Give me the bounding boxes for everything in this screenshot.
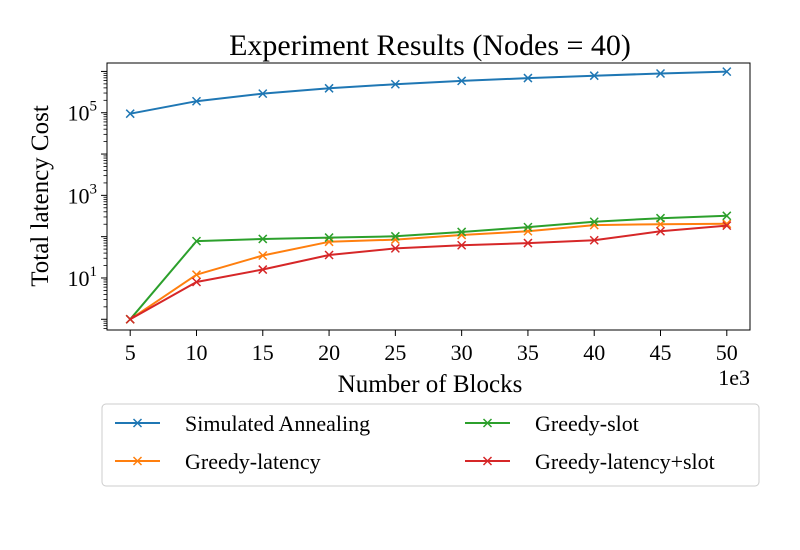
series-line-greedy-latency [129, 222, 727, 321]
legend-marker-greedy-latency [132, 456, 143, 466]
data-point-simulated-annealing [457, 76, 467, 86]
data-point-greedy-latency-slot [390, 243, 400, 253]
series-line-simulated-annealing [130, 70, 727, 115]
x-tick-label: 50 [716, 340, 738, 365]
data-point-greedy-latency [523, 226, 533, 236]
data-point-greedy-latency [258, 250, 268, 261]
y-tick-label: 101 [68, 264, 98, 291]
data-point-greedy-latency-slot [589, 235, 599, 245]
y-axis-label: Total latency Cost [27, 105, 54, 287]
data-point-greedy-latency-slot [191, 277, 202, 287]
data-point-greedy-latency [324, 237, 334, 247]
data-point-greedy-slot [258, 234, 268, 244]
plot-frame [106, 62, 751, 331]
legend-label: Simulated Annealing [185, 411, 370, 436]
plot-area: 5 10 15 20 25 30 35 40 45 50 101 103 105 [68, 62, 751, 365]
data-point-greedy-latency-slot [523, 238, 533, 248]
data-point-simulated-annealing [191, 96, 202, 106]
data-point-greedy-slot [589, 217, 599, 227]
series-line-greedy-slot [129, 214, 727, 320]
chart-title: Experiment Results (Nodes = 40) [229, 29, 631, 62]
legend-label: Greedy-latency+slot [535, 449, 715, 474]
legend-label: Greedy-slot [535, 411, 639, 436]
data-point-greedy-latency-slot [655, 226, 666, 236]
legend-marker-simulated-annealing [132, 418, 143, 428]
x-tick-label: 30 [451, 340, 473, 365]
x-tick-label: 45 [650, 340, 672, 365]
data-point-simulated-annealing [324, 83, 334, 93]
data-point-simulated-annealing [523, 73, 533, 83]
data-point-simulated-annealing [655, 68, 666, 79]
data-point-simulated-annealing [125, 109, 135, 119]
data-point-simulated-annealing [258, 89, 268, 99]
y-tick-label: 103 [68, 181, 98, 208]
data-point-greedy-slot [324, 233, 334, 243]
x-axis-label: Number of Blocks [338, 371, 523, 398]
data-point-greedy-latency-slot [457, 240, 467, 250]
data-point-simulated-annealing [722, 67, 732, 77]
data-point-greedy-latency-slot [125, 314, 135, 324]
legend-frame [101, 403, 760, 487]
data-point-simulated-annealing [390, 79, 400, 89]
legend-marker-greedy-latency-slot [482, 456, 493, 466]
data-point-greedy-slot [523, 222, 533, 232]
x-tick-label: 10 [185, 340, 207, 365]
data-point-greedy-latency-slot [324, 250, 334, 260]
data-point-simulated-annealing [589, 71, 599, 81]
data-point-greedy-latency [191, 270, 202, 280]
x-axis-offset-text: 1e3 [718, 365, 750, 390]
data-point-greedy-slot [655, 213, 666, 223]
x-tick-label: 5 [125, 340, 136, 365]
data-point-greedy-slot [722, 211, 732, 221]
x-tick-label: 40 [583, 340, 605, 365]
x-tick-label: 20 [318, 340, 340, 365]
data-point-greedy-slot [457, 227, 467, 237]
series-line-greedy-latency-slot [129, 224, 727, 321]
x-tick-label: 35 [517, 340, 539, 365]
data-point-greedy-latency-slot [722, 221, 732, 231]
legend-label: Greedy-latency [185, 449, 321, 474]
legend-marker-greedy-slot [482, 418, 493, 428]
data-point-greedy-slot [191, 236, 202, 246]
y-tick-label: 105 [68, 99, 98, 126]
legend: Simulated Annealing Greedy-latency Greedy-… [101, 403, 760, 487]
data-point-greedy-latency-slot [258, 265, 268, 275]
x-tick-label: 25 [384, 340, 406, 365]
x-tick-label: 15 [252, 340, 274, 365]
data-point-greedy-slot [390, 231, 400, 241]
